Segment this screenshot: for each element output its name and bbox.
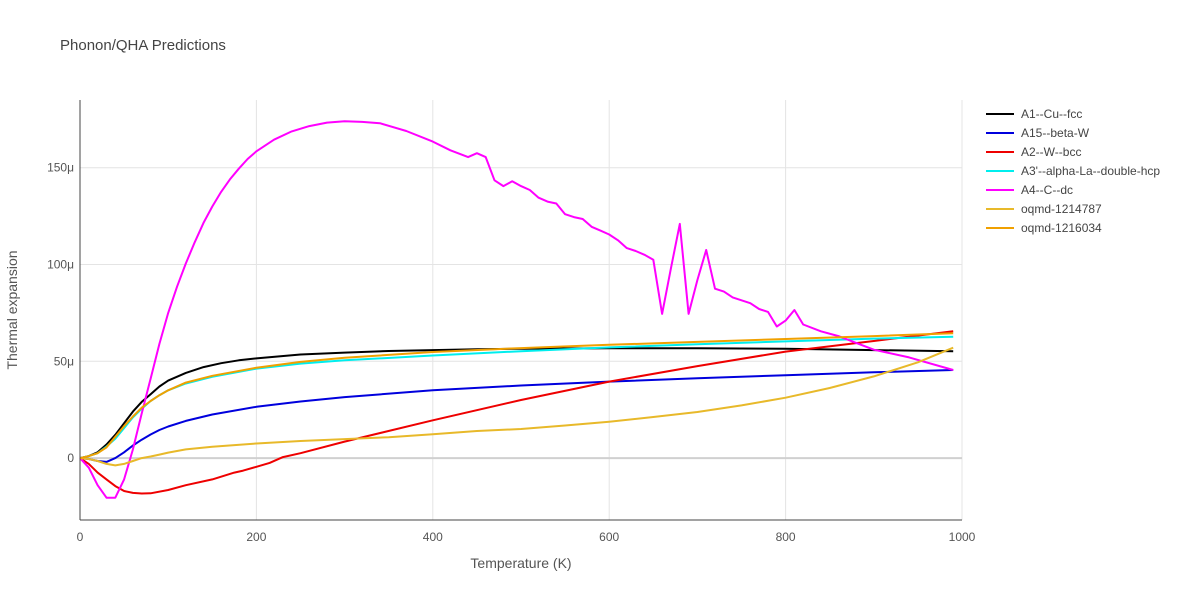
legend-label: A4--C--dc: [1021, 183, 1073, 197]
legend-label: A15--beta-W: [1021, 126, 1090, 140]
legend[interactable]: A1--Cu--fcc A15--beta-W A2--W--bcc A3'--alp…: [986, 107, 1160, 235]
series-line-0: [79, 347, 954, 460]
grid-lines: [80, 100, 963, 520]
y-tick-label: 150μ: [47, 161, 74, 175]
legend-label: A3'--alpha-La--double-hcp: [1021, 164, 1160, 178]
legend-label: oqmd-1216034: [1021, 221, 1102, 235]
legend-item-0[interactable]: A1--Cu--fcc: [986, 107, 1082, 121]
legend-item-5[interactable]: oqmd-1214787: [986, 202, 1102, 216]
y-tick-label: 0: [67, 451, 74, 465]
legend-item-4[interactable]: A4--C--dc: [986, 183, 1073, 197]
series-line-2: [79, 330, 954, 495]
y-tick-label: 100μ: [47, 258, 74, 272]
legend-item-2[interactable]: A2--W--bcc: [986, 145, 1081, 159]
x-axis-title: Temperature (K): [470, 555, 571, 571]
axes: [79, 100, 962, 521]
x-tick-label: 400: [423, 530, 443, 544]
series-line-4: [79, 120, 954, 499]
y-axis-title: Thermal expansion: [4, 250, 20, 369]
series-line-6: [79, 332, 954, 460]
x-tick-label: 200: [246, 530, 266, 544]
x-tick-label: 800: [776, 530, 796, 544]
y-tick-label: 50μ: [54, 354, 74, 368]
legend-item-6[interactable]: oqmd-1216034: [986, 221, 1102, 235]
x-tick-label: 1000: [949, 530, 976, 544]
series-lines: [79, 120, 954, 499]
legend-label: oqmd-1214787: [1021, 202, 1102, 216]
x-tick-label: 600: [599, 530, 619, 544]
x-tick-labels: 0 200 400 600 800 1000: [77, 530, 976, 544]
chart-title: Phonon/QHA Predictions: [60, 37, 226, 54]
series-line-1: [79, 369, 954, 463]
legend-label: A1--Cu--fcc: [1021, 107, 1082, 121]
y-tick-labels: 0 50μ 100μ 150μ: [47, 161, 74, 465]
legend-label: A2--W--bcc: [1021, 145, 1081, 159]
x-tick-label: 0: [77, 530, 84, 544]
legend-item-1[interactable]: A15--beta-W: [986, 126, 1090, 140]
series-line-3: [79, 335, 954, 460]
series-line-5: [79, 346, 954, 467]
legend-item-3[interactable]: A3'--alpha-La--double-hcp: [986, 164, 1160, 178]
